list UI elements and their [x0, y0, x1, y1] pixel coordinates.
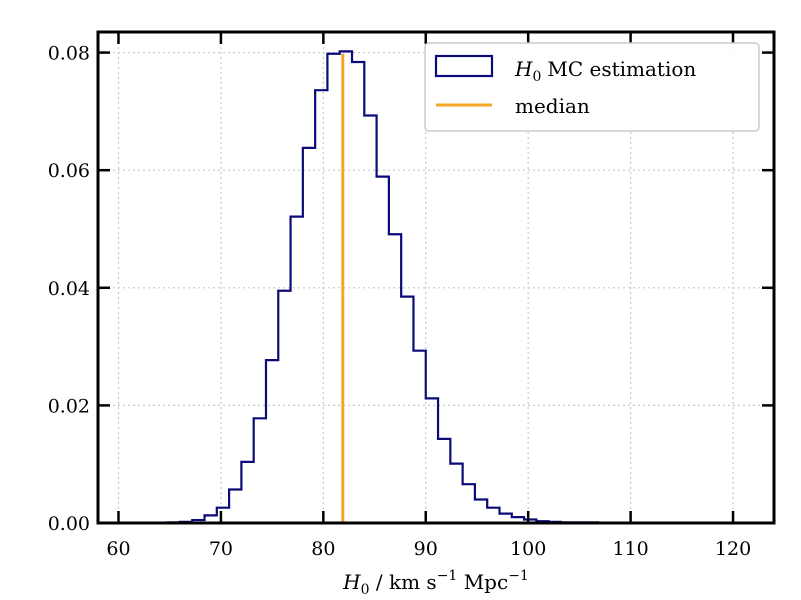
histogram-bin [303, 148, 315, 523]
y-tick-labels: 0.00 0.02 0.04 0.06 0.08 [48, 43, 90, 535]
y-tick-label-4: 0.08 [48, 43, 90, 65]
histogram-bin [487, 508, 499, 523]
x-tick-label-2: 80 [311, 538, 335, 560]
axis-ticks [98, 32, 774, 525]
histogram-bin [377, 177, 389, 523]
x-axis-label-unit: / km s [370, 570, 437, 594]
x-axis-label-subscript: 0 [361, 582, 370, 598]
histogram-bin [254, 418, 266, 523]
legend-median-label: median [515, 94, 590, 118]
y-tick-label-3: 0.06 [48, 160, 90, 182]
histogram-bin [450, 464, 462, 523]
x-axis-label-exponent: −1 [437, 568, 458, 584]
legend-histogram-symbol: H [514, 57, 533, 81]
histogram-bin [327, 54, 339, 523]
y-tick-label-1: 0.02 [48, 395, 90, 417]
histogram-bin [229, 489, 241, 523]
histogram-bin [291, 217, 303, 523]
histogram-bin [315, 90, 327, 523]
x-tick-labels: 60 70 80 90 100 110 120 [106, 538, 751, 560]
legend-histogram-swatch [434, 54, 494, 78]
legend-histogram-name: MC estimation [547, 57, 696, 81]
x-axis-label-unit-mpc: Mpc [457, 570, 508, 594]
x-tick-label-4: 100 [510, 538, 546, 560]
histogram-bin [389, 234, 401, 523]
x-tick-label-6: 120 [715, 538, 751, 560]
histogram-bin [266, 360, 278, 523]
histogram-bin [217, 508, 229, 523]
histogram-bin [413, 351, 425, 523]
plot-frame [96, 30, 776, 525]
x-tick-label-1: 70 [209, 538, 233, 560]
x-axis-label: H0 / km s−1 Mpc−1 [342, 568, 529, 598]
legend-histogram-subscript: 0 [532, 69, 541, 85]
histogram-bin [475, 499, 487, 523]
histogram-bin [426, 398, 438, 523]
x-axis-label-symbol: H [342, 570, 361, 594]
histogram-bin [241, 462, 253, 523]
histogram-bin [401, 297, 413, 523]
histogram-bin [278, 291, 290, 523]
legend-histogram-label: H0 MC estimation [514, 57, 696, 85]
y-tick-label-2: 0.04 [48, 278, 90, 300]
x-tick-label-0: 60 [106, 538, 130, 560]
histogram-bin [364, 116, 376, 524]
histogram-bin [438, 439, 450, 523]
y-tick-label-0: 0.00 [48, 513, 90, 535]
x-tick-label-3: 90 [414, 538, 438, 560]
histogram-bin [463, 484, 475, 523]
x-axis-label-exponent-2: −1 [508, 568, 529, 584]
histogram-bin [352, 62, 364, 523]
legend: H0 MC estimation median [424, 42, 760, 132]
x-tick-label-5: 110 [612, 538, 648, 560]
legend-box [424, 42, 760, 132]
